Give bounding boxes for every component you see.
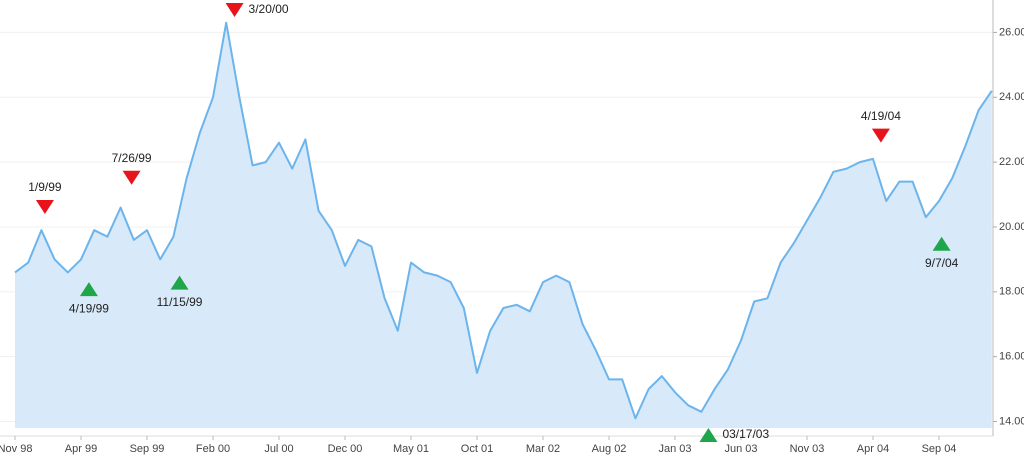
y-tick-label: 18.00 <box>999 286 1024 298</box>
signal-marker <box>699 428 718 443</box>
x-tick-label: Dec 00 <box>328 443 363 455</box>
x-tick-label: Sep 04 <box>922 443 957 455</box>
signal-label: 3/20/00 <box>249 2 289 16</box>
signal-marker <box>932 236 951 251</box>
signal-marker <box>79 282 98 297</box>
signal-label: 4/19/99 <box>69 301 109 315</box>
signal-label: 1/9/99 <box>28 180 62 194</box>
signal-label: 4/19/04 <box>861 109 901 123</box>
signal-label: 9/7/04 <box>925 256 959 270</box>
signal-label: 11/15/99 <box>157 295 203 309</box>
signal-marker <box>122 170 141 185</box>
x-tick-label: Apr 04 <box>857 443 889 455</box>
signal-marker <box>170 275 189 290</box>
x-tick-label: May 01 <box>393 443 429 455</box>
area <box>15 22 992 428</box>
line <box>14 21 993 420</box>
signal-marker <box>35 199 54 214</box>
y-tick-label: 20.00 <box>999 221 1024 233</box>
x-tick-label: Apr 99 <box>65 443 97 455</box>
y-tick-label: 26.00 <box>999 26 1024 38</box>
signal-label: 7/26/99 <box>112 151 152 165</box>
y-tick-label: 16.00 <box>999 351 1024 363</box>
x-tick-label: Nov 03 <box>790 443 825 455</box>
x-tick-label: Mar 02 <box>526 443 560 455</box>
x-tick-label: Oct 01 <box>461 443 493 455</box>
x-tick-label: Nov 98 <box>0 443 32 455</box>
x-tick-label: Feb 00 <box>196 443 230 455</box>
x-tick-label: Jul 00 <box>264 443 293 455</box>
signal-marker <box>225 3 244 17</box>
x-tick-label: Sep 99 <box>130 443 165 455</box>
signal-marker <box>871 128 890 143</box>
y-tick-label: 14.00 <box>999 415 1024 427</box>
signal-label: 03/17/03 <box>722 427 769 441</box>
x-tick-label: Aug 02 <box>592 443 627 455</box>
y-tick-label: 24.00 <box>999 91 1024 103</box>
x-tick-label: Jun 03 <box>724 443 757 455</box>
x-tick-label: Jan 03 <box>658 443 691 455</box>
y-tick-label: 22.00 <box>999 156 1024 168</box>
